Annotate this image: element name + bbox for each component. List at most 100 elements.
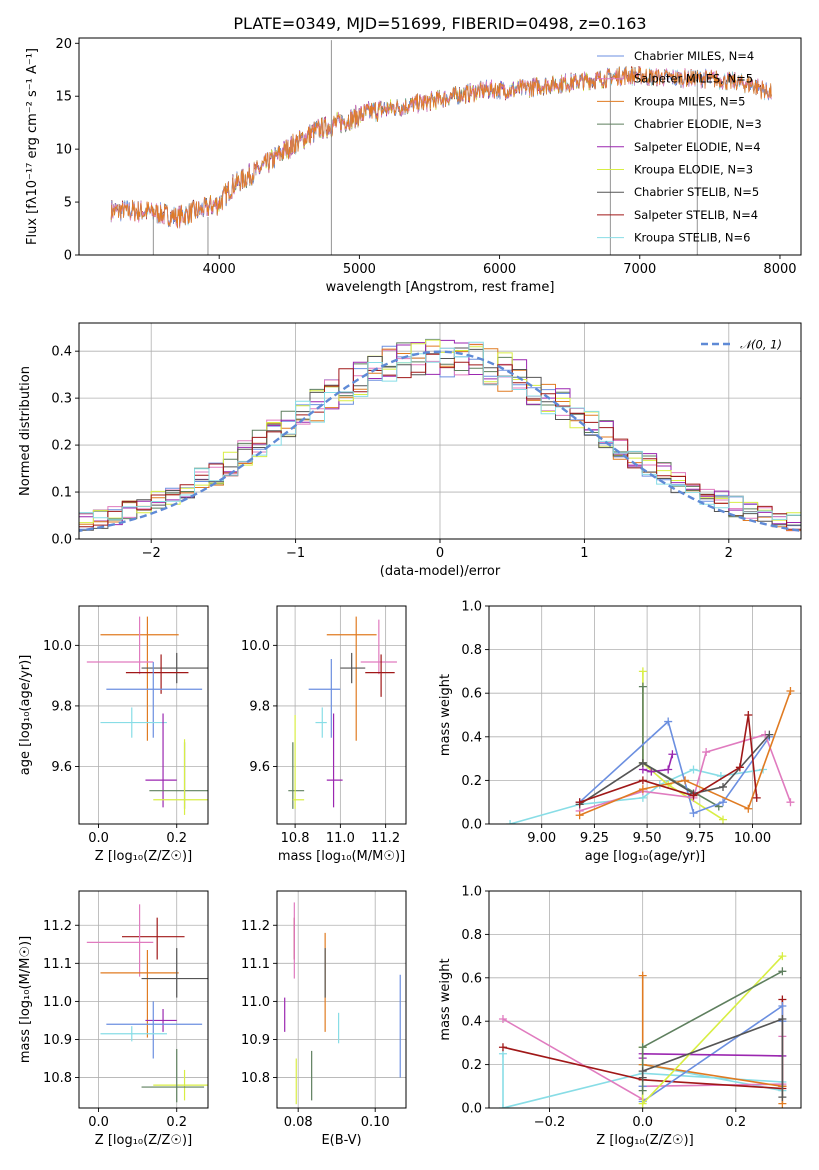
- weight-marker: [735, 763, 744, 772]
- y-axis-label: Flux [fλ10⁻¹⁷ erg cm⁻² s⁻¹ A⁻¹]: [25, 48, 40, 245]
- x-tick-label: 10.00: [734, 831, 771, 846]
- legend-entry: Chabrier MILES, N=4: [634, 49, 754, 63]
- y-tick-label: 0.8: [461, 643, 482, 658]
- y-tick-label: 11.2: [43, 919, 72, 934]
- panel-weight-vs-age: 9.00 9.25 9.50 9.75 10.00 0.0 0.2 0.4 0.6 0.8 1.0 a…: [438, 600, 802, 864]
- y-tick-label: 0.4: [461, 730, 482, 745]
- y-tick-label: 0.2: [461, 774, 482, 789]
- x-tick-label: 0.0: [88, 1115, 109, 1130]
- y-tick-label: 0.0: [461, 1102, 482, 1117]
- axes-residuals: −2 −1 0 1 2 0.0 0.1 0.2 0.3 0.4 (data-model)/error…: [18, 322, 802, 579]
- y-tick-label: 10.9: [43, 1033, 72, 1048]
- y-tick-label: 11.1: [43, 957, 72, 972]
- axes-age-vs-Z: 0.0 0.2 9.6 9.8 10.0 Z [log₁₀(Z/Z☉)] age [log₁…: [18, 605, 209, 864]
- y-axis-label: Normed distribution: [18, 366, 33, 496]
- weight-line: [642, 753, 674, 773]
- plot-area-age-vs-mass: [288, 616, 397, 809]
- weight-marker: [498, 1104, 507, 1108]
- x-tick-label: −0.2: [534, 1115, 566, 1130]
- x-axis-label: (data-model)/error: [380, 564, 501, 579]
- weight-marker: [786, 798, 795, 807]
- y-axis-label: mass [log₁₀(M/M☉)]: [18, 936, 33, 1063]
- plot-area-weight-vs-age: [506, 667, 795, 824]
- x-axis-label: Z [log₁₀(Z/Z☉)]: [95, 1133, 192, 1148]
- weight-marker: [638, 971, 647, 980]
- legend-entry: Chabrier STELIB, N=5: [634, 185, 759, 199]
- weight-marker: [752, 793, 761, 802]
- weight-marker: [638, 776, 647, 785]
- y-tick-label: 10: [55, 143, 72, 158]
- weight-marker: [765, 730, 774, 739]
- x-tick-label: 11.2: [371, 831, 400, 846]
- x-tick-label: 0.08: [284, 1115, 313, 1130]
- y-tick-label: 0.2: [461, 1058, 482, 1073]
- y-tick-label: 1.0: [461, 600, 482, 615]
- x-tick-label: 8000: [763, 262, 796, 277]
- plot-area-weight-vs-Z: [498, 952, 787, 1108]
- legend-entry: Salpeter MILES, N=5: [634, 72, 753, 86]
- panel-mass-vs-EBV: 0.08 0.10 10.8 10.9 11.0 11.1 11.2 E(B-V): [241, 890, 407, 1148]
- x-axis-label: mass [log₁₀(M/M☉)]: [278, 849, 405, 864]
- x-tick-label: 6000: [483, 262, 516, 277]
- x-tick-label: 0.0: [88, 831, 109, 846]
- y-tick-label: 11.0: [241, 995, 270, 1010]
- plot-area-mass-vs-Z: [86, 904, 208, 1103]
- weight-marker: [786, 687, 795, 696]
- plot-area-residuals: [79, 338, 801, 533]
- weight-marker: [638, 785, 647, 794]
- axes-frame: [78, 605, 209, 825]
- weight-marker: [681, 776, 690, 785]
- y-tick-label: 0.2: [51, 439, 72, 454]
- x-tick-label: 2: [725, 546, 733, 561]
- axes-spectrum: 4000 5000 6000 7000 8000 0 5 10 15 20 wavelength […: [25, 37, 802, 295]
- x-tick-label: 5000: [343, 262, 376, 277]
- x-tick-label: 9.25: [580, 831, 609, 846]
- x-tick-label: 0.2: [725, 1115, 746, 1130]
- y-tick-label: 10.9: [241, 1033, 270, 1048]
- y-tick-label: 10.8: [241, 1071, 270, 1086]
- y-tick-label: 9.6: [51, 760, 72, 775]
- y-tick-label: 1.0: [461, 885, 482, 900]
- y-tick-label: 9.8: [51, 699, 72, 714]
- x-tick-label: 0.2: [166, 1115, 187, 1130]
- y-tick-label: 11.0: [43, 995, 72, 1010]
- weight-marker: [668, 750, 677, 759]
- panel-residuals: −2 −1 0 1 2 0.0 0.1 0.2 0.3 0.4 (data-model)/error…: [18, 322, 802, 579]
- legend-entry: Salpeter ELODIE, N=4: [634, 140, 761, 154]
- legend-entry: Salpeter STELIB, N=4: [634, 208, 758, 222]
- weight-line: [579, 733, 792, 812]
- histogram-step: [79, 341, 801, 531]
- x-axis-label: Z [log₁₀(Z/Z☉)]: [596, 1133, 693, 1148]
- x-tick-label: 0.10: [361, 1115, 390, 1130]
- weight-line: [579, 714, 758, 803]
- y-tick-label: 0.8: [461, 928, 482, 943]
- weight-marker: [689, 791, 698, 800]
- y-tick-label: 9.6: [249, 760, 270, 775]
- plot-area-mass-vs-EBV: [284, 902, 401, 1105]
- axes-weight-vs-age: 9.00 9.25 9.50 9.75 10.00 0.0 0.2 0.4 0.6 0.8 1.0 a…: [438, 600, 802, 864]
- x-tick-label: 4000: [203, 262, 236, 277]
- axes-mass-vs-EBV: 0.08 0.10 10.8 10.9 11.0 11.1 11.2 E(B-V): [241, 890, 407, 1148]
- weight-marker: [575, 811, 584, 820]
- weight-marker: [778, 952, 787, 961]
- y-tick-label: 0.1: [51, 486, 72, 501]
- x-tick-label: 1: [580, 546, 588, 561]
- panel-age-vs-mass: 10.8 11.0 11.2 9.6 9.8 10.0 mass [log₁₀(M/M☉)]: [241, 605, 407, 864]
- y-tick-label: 0.0: [461, 818, 482, 833]
- weight-marker: [778, 967, 787, 976]
- axes-frame: [488, 890, 802, 1109]
- panel-weight-vs-Z: −0.2 0.0 0.2 0.0 0.2 0.4 0.6 0.8 1.0 Z [log₁₀(Z/Z…: [438, 885, 802, 1148]
- weight-marker: [638, 758, 647, 767]
- y-tick-label: 0: [64, 249, 72, 264]
- x-tick-label: 9.50: [633, 831, 662, 846]
- x-axis-label: E(B-V): [321, 1133, 361, 1148]
- normal-curve: [79, 350, 801, 533]
- weight-marker: [498, 1043, 507, 1052]
- figure-title: PLATE=0349, MJD=51699, FIBERID=0498, z=0…: [233, 14, 646, 33]
- plot-area-spectrum: [110, 40, 772, 255]
- y-axis-label: age [log₁₀(age/yr)]: [18, 655, 33, 776]
- x-tick-label: 11.0: [326, 831, 355, 846]
- y-tick-label: 0.6: [461, 687, 482, 702]
- weight-marker: [575, 798, 584, 807]
